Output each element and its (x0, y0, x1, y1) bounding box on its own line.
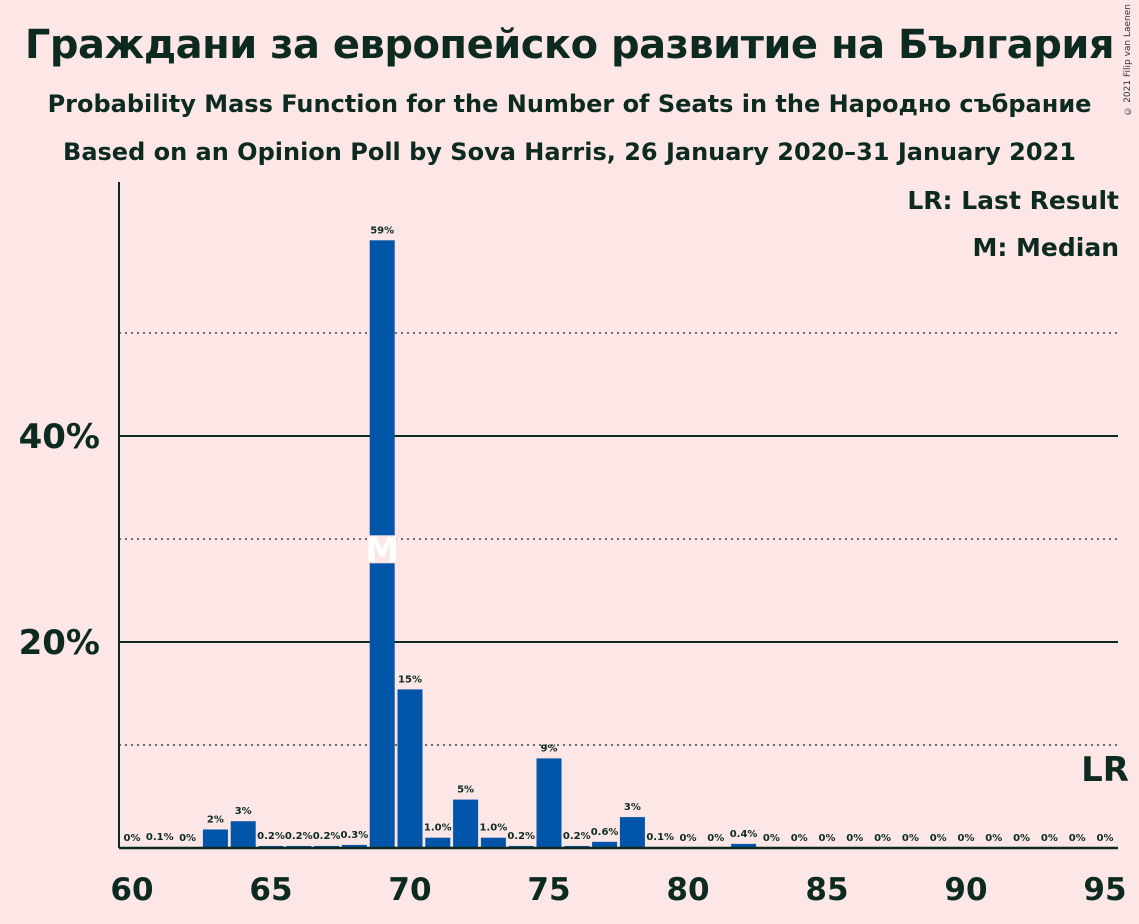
x-tick-label: 95 (1083, 872, 1126, 908)
bar-value-label: 1.0% (424, 823, 452, 834)
y-tick-label: 20% (19, 623, 100, 663)
bar-value-label: 0% (707, 833, 724, 844)
y-tick-label: 40% (19, 417, 100, 457)
last-result-marker: LR (1081, 750, 1129, 790)
bar-value-label: 1.0% (480, 823, 508, 834)
bar-value-label: 0.2% (285, 831, 313, 842)
bar (341, 844, 367, 848)
bar (230, 821, 256, 848)
x-tick-label: 85 (805, 872, 848, 908)
bar-value-label: 0% (985, 833, 1002, 844)
bar-value-label: 0.2% (507, 831, 535, 842)
median-marker: M (365, 530, 399, 570)
bar (202, 829, 228, 848)
bar-value-label: 0.2% (313, 831, 341, 842)
bar-value-label: 0.2% (257, 831, 285, 842)
bars-group: 0% 0.1% 0%2%3%0.2% 0.2% 0.2% 0.3%59%15%1.0%5%… (124, 225, 1129, 849)
bar-value-label: 0% (763, 833, 780, 844)
median-marker-bg (367, 535, 397, 564)
bar-value-label: 2% (207, 814, 224, 825)
chart-title: Граждани за европейско развитие на Бълга… (24, 22, 1115, 68)
bar-value-label: 0% (124, 833, 141, 844)
bar (536, 758, 562, 848)
bar (619, 817, 645, 848)
bar-value-label: 3% (624, 802, 641, 813)
bar-value-label: 0% (1069, 833, 1086, 844)
bar-value-label: 0% (846, 833, 863, 844)
chart-subtitle: Probability Mass Function for the Number… (47, 90, 1092, 118)
bar-value-label: 0% (958, 833, 975, 844)
bar-value-label: 0% (791, 833, 808, 844)
bar-value-label: 15% (398, 674, 422, 685)
x-tick-label: 75 (527, 872, 570, 908)
bar-value-label: 0.6% (591, 827, 619, 838)
bar (397, 689, 423, 848)
bar (480, 837, 506, 848)
bar-value-label: 0.1% (146, 832, 174, 843)
bar-value-label: 3% (235, 806, 252, 817)
axes-group: 60 65 70 75 80 85 90 95 (110, 182, 1127, 908)
bar-value-label: 0% (1041, 833, 1058, 844)
bar-value-label: 0% (819, 833, 836, 844)
legend-median: M: Median (972, 233, 1119, 262)
chart-subtitle-poll: Based on an Opinion Poll by Sova Harris,… (63, 138, 1076, 166)
legend-last-result: LR: Last Result (907, 186, 1119, 215)
bar-value-label: 9% (541, 743, 558, 754)
bar-value-label: 0% (1013, 833, 1030, 844)
bar-value-label: 0% (680, 833, 697, 844)
bar-value-label: 0% (1097, 833, 1114, 844)
bar (592, 841, 618, 848)
x-tick-label: 65 (249, 872, 292, 908)
x-tick-label: 90 (944, 872, 987, 908)
bar-value-label: 59% (370, 225, 394, 236)
bar (425, 837, 451, 848)
bar-value-label: 0.4% (730, 829, 758, 840)
bar (453, 799, 479, 848)
bar-value-label: 0.3% (341, 830, 369, 841)
x-tick-label: 70 (388, 872, 431, 908)
x-tick-label: 60 (110, 872, 153, 908)
bar-value-label: 0% (902, 833, 919, 844)
x-tick-label: 80 (666, 872, 709, 908)
bar-value-label: 0.2% (563, 831, 591, 842)
bar-value-label: 5% (457, 785, 474, 796)
bar-value-label: 0% (874, 833, 891, 844)
bar-value-label: 0% (930, 833, 947, 844)
bar (731, 843, 757, 848)
bar-value-label: 0.1% (646, 832, 674, 843)
grid-lines: 20% 40% (19, 332, 1118, 746)
bar-value-label: 0% (179, 833, 196, 844)
